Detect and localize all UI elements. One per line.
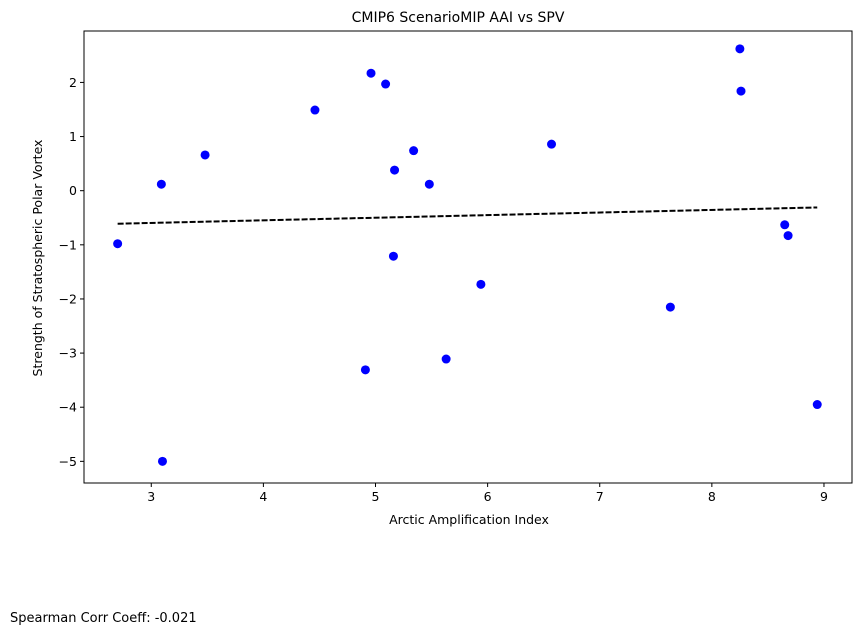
plot-area [83,30,853,484]
scatter-point [441,354,451,364]
x-axis-label: Arctic Amplification Index [389,512,549,527]
y-tick-label: −3 [59,346,77,361]
x-tick-label: 6 [484,489,492,504]
chart-title: CMIP6 ScenarioMIP AAI vs SPV [352,10,565,26]
x-tick-label: 4 [259,489,267,504]
y-tick-label: 1 [69,129,77,144]
scatter-point [735,44,745,54]
x-tick-label: 5 [372,489,380,504]
scatter-point [476,279,486,289]
scatter-point [157,456,167,466]
scatter-point [366,68,376,78]
x-tick-label: 7 [596,489,604,504]
x-tick-label: 9 [820,489,828,504]
y-tick-label: 0 [69,183,77,198]
scatter-point [390,165,400,175]
y-tick-label: −5 [59,454,77,469]
scatter-point [409,146,419,156]
y-tick-label: 2 [69,75,77,90]
scatter-point [200,150,210,160]
regression-line [117,206,818,225]
scatter-point [547,139,557,149]
x-tick-label: 8 [708,489,716,504]
x-tick-label: 3 [147,489,155,504]
y-tick-label: −2 [59,291,77,306]
scatter-point [780,220,790,230]
scatter-point [388,251,398,261]
scatter-point [424,179,434,189]
y-axis-label: Strength of Stratospheric Polar Vortex [30,140,45,377]
scatter-point [736,86,746,96]
scatter-point [381,79,391,89]
scatter-point [360,365,370,375]
scatter-point [665,302,675,312]
scatter-point [783,231,793,241]
spearman-annotation: Spearman Corr Coeff: -0.021 [10,611,197,626]
scatter-point [113,239,123,249]
scatter-point [812,400,822,410]
scatter-point [310,105,320,115]
y-tick-label: −4 [59,400,77,415]
y-tick-label: −1 [59,237,77,252]
scatter-point [156,179,166,189]
